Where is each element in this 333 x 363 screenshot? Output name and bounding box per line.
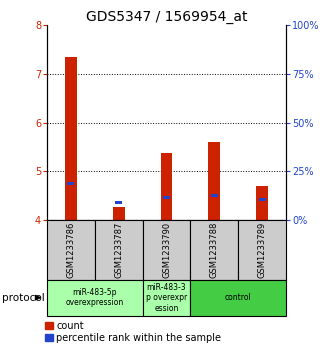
Bar	[259, 198, 266, 201]
Bar	[115, 201, 122, 204]
Bar	[67, 182, 74, 184]
Text: miR-483-5p
overexpression: miR-483-5p overexpression	[66, 288, 124, 307]
Text: control: control	[225, 293, 252, 302]
Title: GDS5347 / 1569954_at: GDS5347 / 1569954_at	[86, 11, 247, 24]
Bar	[256, 185, 268, 220]
Text: GSM1233788: GSM1233788	[210, 221, 219, 278]
Bar	[47, 280, 143, 316]
Bar	[208, 142, 220, 220]
Bar	[190, 220, 238, 280]
Bar	[161, 152, 172, 220]
Bar	[211, 194, 218, 197]
Bar	[238, 220, 286, 280]
Bar	[163, 196, 170, 199]
Bar	[47, 220, 95, 280]
Text: GSM1233787: GSM1233787	[114, 221, 123, 278]
Bar	[143, 280, 190, 316]
Text: GSM1233786: GSM1233786	[66, 221, 75, 278]
Bar	[95, 220, 143, 280]
Text: GSM1233790: GSM1233790	[162, 221, 171, 278]
Bar	[113, 208, 125, 220]
Text: miR-483-3
p overexpr
ession: miR-483-3 p overexpr ession	[146, 283, 187, 313]
Text: GSM1233789: GSM1233789	[258, 221, 267, 278]
Text: protocol: protocol	[2, 293, 44, 303]
Bar	[65, 57, 77, 220]
Legend: count, percentile rank within the sample: count, percentile rank within the sample	[45, 321, 221, 343]
Bar	[143, 220, 190, 280]
Bar	[190, 280, 286, 316]
